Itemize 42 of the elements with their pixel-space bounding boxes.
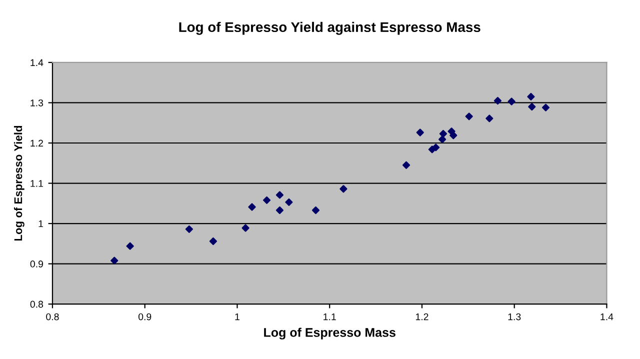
- point: [242, 224, 250, 232]
- point: [528, 102, 536, 111]
- point: [439, 130, 448, 138]
- point: [340, 185, 348, 193]
- point: [438, 136, 446, 144]
- point: [209, 237, 218, 246]
- x-tick-label: 1.1: [324, 313, 336, 320]
- point: [185, 225, 193, 233]
- y-tick-label: 0.8: [30, 300, 44, 308]
- y-tick-label: 1.3: [30, 99, 44, 106]
- x-tick-label: 1.2: [416, 313, 428, 320]
- point: [486, 114, 494, 122]
- point: [276, 206, 284, 214]
- x-tick-label: 1.4: [600, 313, 614, 320]
- y-tick-label: 1.4: [30, 59, 44, 66]
- y-tick-label: 1.1: [30, 180, 43, 187]
- point: [416, 128, 424, 136]
- point: [110, 256, 118, 264]
- point: [465, 112, 473, 120]
- y-axis-title: Log of Espresso Yield: [14, 126, 24, 241]
- x-tick-label: 0.9: [138, 313, 152, 320]
- point: [285, 198, 293, 206]
- point: [450, 132, 458, 140]
- y-tick-label: 1: [38, 220, 43, 228]
- x-tick-label: 1.3: [508, 313, 521, 320]
- point: [432, 144, 440, 152]
- point: [494, 96, 502, 105]
- point: [312, 206, 320, 214]
- point: [126, 242, 134, 250]
- y-tick-label: 1.2: [30, 140, 43, 147]
- y-tick-label: 0.9: [30, 260, 43, 268]
- point: [248, 203, 256, 211]
- chart-title: Log of Espresso Yield against Espresso Mass: [179, 22, 480, 35]
- point: [527, 92, 535, 100]
- x-tick-label: 0.8: [46, 313, 59, 320]
- point: [262, 196, 271, 204]
- x-axis-title: Log of Espresso Mass: [264, 328, 396, 340]
- point: [542, 104, 550, 112]
- point: [508, 98, 516, 106]
- point: [402, 161, 410, 169]
- point: [276, 191, 284, 199]
- x-tick-label: 1: [235, 313, 240, 320]
